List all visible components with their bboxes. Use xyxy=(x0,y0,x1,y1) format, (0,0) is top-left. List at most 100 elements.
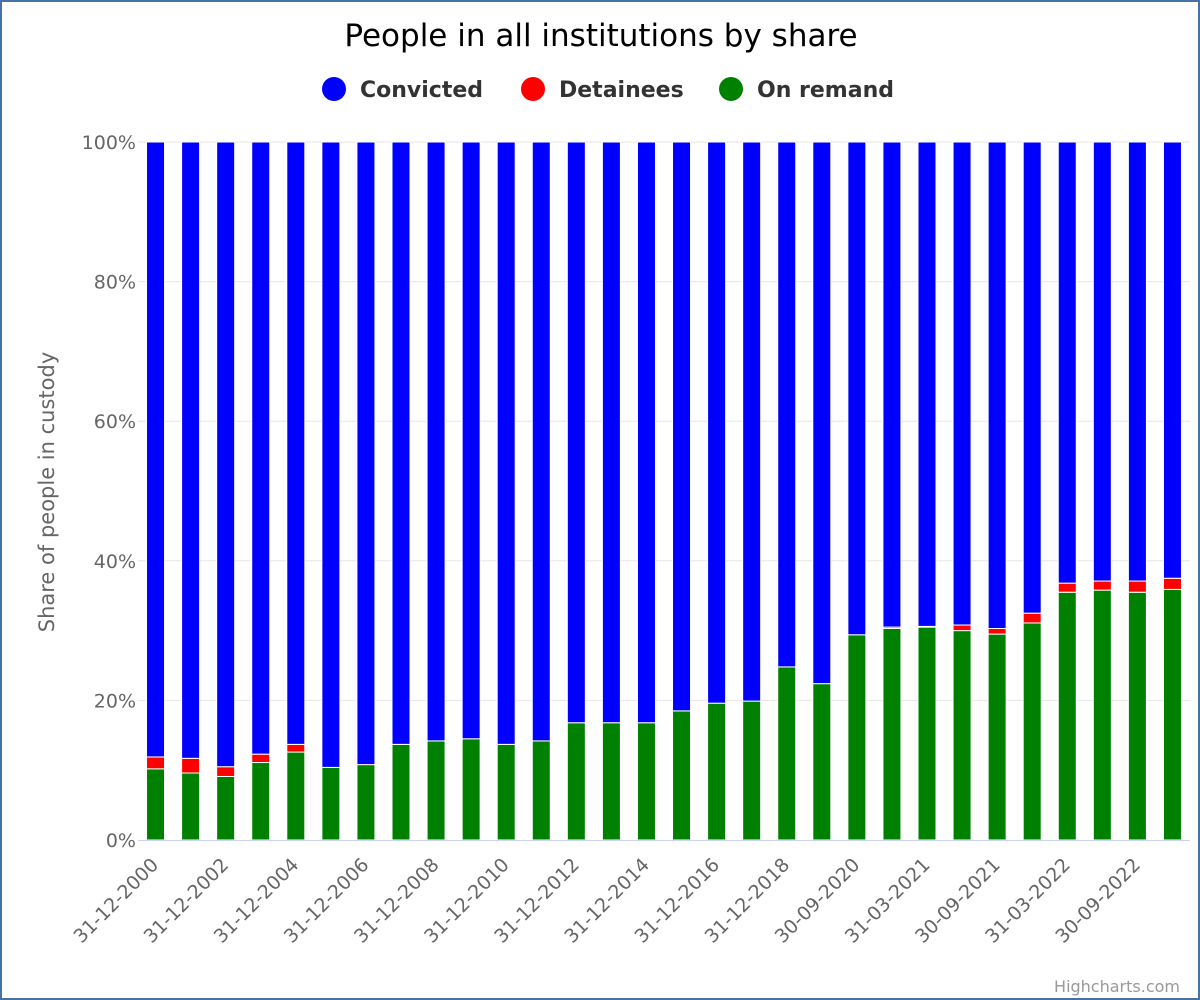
bar-segment-on-remand[interactable] xyxy=(917,626,937,841)
bar-segment-on-remand[interactable] xyxy=(356,764,376,841)
bar-segment-convicted[interactable] xyxy=(917,141,937,627)
bar-stack[interactable] xyxy=(146,141,166,841)
bar-segment-convicted[interactable] xyxy=(707,141,727,704)
bar-segment-detainees[interactable] xyxy=(181,757,201,774)
bar-stack[interactable] xyxy=(216,141,236,841)
bar-segment-convicted[interactable] xyxy=(321,141,341,768)
bar-segment-convicted[interactable] xyxy=(777,141,797,668)
bar-segment-on-remand[interactable] xyxy=(146,768,166,841)
bar-stack[interactable] xyxy=(566,141,586,841)
bar-segment-detainees[interactable] xyxy=(1127,580,1147,593)
bar-segment-detainees[interactable] xyxy=(1162,577,1182,590)
bar-stack[interactable] xyxy=(496,141,516,841)
bar-segment-convicted[interactable] xyxy=(531,141,551,742)
bar-segment-convicted[interactable] xyxy=(251,141,271,755)
bar-segment-on-remand[interactable] xyxy=(286,751,306,841)
bar-segment-on-remand[interactable] xyxy=(777,666,797,841)
bar-segment-on-remand[interactable] xyxy=(1162,588,1182,841)
bar-segment-detainees[interactable] xyxy=(286,743,306,753)
bar-segment-detainees[interactable] xyxy=(987,628,1007,635)
bar-stack[interactable] xyxy=(882,141,902,841)
credits-link[interactable]: Highcharts.com xyxy=(1054,977,1180,996)
bar-segment-convicted[interactable] xyxy=(1057,141,1077,584)
bar-segment-convicted[interactable] xyxy=(286,141,306,745)
bar-segment-on-remand[interactable] xyxy=(707,702,727,841)
bar-segment-convicted[interactable] xyxy=(636,141,656,724)
bar-segment-detainees[interactable] xyxy=(216,766,236,777)
bar-segment-on-remand[interactable] xyxy=(1127,591,1147,841)
bar-segment-convicted[interactable] xyxy=(952,141,972,626)
bar-stack[interactable] xyxy=(601,141,621,841)
bar-segment-on-remand[interactable] xyxy=(636,722,656,841)
bar-segment-on-remand[interactable] xyxy=(321,766,341,841)
bar-stack[interactable] xyxy=(531,141,551,841)
bar-stack[interactable] xyxy=(426,141,446,841)
bar-stack[interactable] xyxy=(636,141,656,841)
bar-segment-convicted[interactable] xyxy=(601,141,621,724)
bar-segment-on-remand[interactable] xyxy=(216,775,236,841)
bar-segment-on-remand[interactable] xyxy=(952,630,972,841)
bar-stack[interactable] xyxy=(321,141,341,841)
legend-item-on-remand[interactable]: On remand xyxy=(719,77,894,103)
bar-segment-convicted[interactable] xyxy=(181,141,201,759)
bar-segment-on-remand[interactable] xyxy=(531,740,551,841)
bar-segment-on-remand[interactable] xyxy=(426,740,446,841)
bar-stack[interactable] xyxy=(742,141,762,841)
bar-segment-on-remand[interactable] xyxy=(672,710,692,841)
bar-segment-detainees[interactable] xyxy=(146,756,166,770)
bar-segment-on-remand[interactable] xyxy=(566,722,586,841)
bar-segment-convicted[interactable] xyxy=(1092,141,1112,582)
bar-stack[interactable] xyxy=(181,141,201,841)
bar-segment-detainees[interactable] xyxy=(1022,612,1042,624)
bar-stack[interactable] xyxy=(812,141,832,841)
bar-stack[interactable] xyxy=(356,141,376,841)
bar-segment-convicted[interactable] xyxy=(426,141,446,742)
bar-segment-on-remand[interactable] xyxy=(1022,622,1042,841)
bar-segment-on-remand[interactable] xyxy=(391,743,411,841)
bar-segment-on-remand[interactable] xyxy=(742,700,762,841)
bar-stack[interactable] xyxy=(777,141,797,841)
bar-stack[interactable] xyxy=(707,141,727,841)
bar-segment-convicted[interactable] xyxy=(847,141,867,636)
bar-segment-detainees[interactable] xyxy=(952,624,972,632)
legend-item-convicted[interactable]: Convicted xyxy=(322,77,483,103)
bar-segment-convicted[interactable] xyxy=(566,141,586,724)
bar-stack[interactable] xyxy=(286,141,306,841)
bar-stack[interactable] xyxy=(1022,141,1042,841)
bar-stack[interactable] xyxy=(952,141,972,841)
bar-segment-convicted[interactable] xyxy=(356,141,376,766)
bar-segment-on-remand[interactable] xyxy=(1057,591,1077,841)
bar-segment-detainees[interactable] xyxy=(1057,582,1077,593)
bar-segment-convicted[interactable] xyxy=(1127,141,1147,582)
bar-segment-convicted[interactable] xyxy=(812,141,832,685)
bar-segment-convicted[interactable] xyxy=(987,141,1007,630)
bar-segment-on-remand[interactable] xyxy=(847,634,867,841)
bar-segment-on-remand[interactable] xyxy=(496,743,516,841)
bar-stack[interactable] xyxy=(251,141,271,841)
bar-segment-convicted[interactable] xyxy=(1022,141,1042,614)
bar-stack[interactable] xyxy=(1057,141,1077,841)
bar-segment-on-remand[interactable] xyxy=(461,738,481,841)
bar-segment-on-remand[interactable] xyxy=(1092,589,1112,841)
bar-segment-on-remand[interactable] xyxy=(987,633,1007,841)
bar-segment-detainees[interactable] xyxy=(251,753,271,764)
bar-stack[interactable] xyxy=(847,141,867,841)
bar-stack[interactable] xyxy=(391,141,411,841)
bar-stack[interactable] xyxy=(987,141,1007,841)
bar-segment-convicted[interactable] xyxy=(672,141,692,712)
bar-stack[interactable] xyxy=(1162,141,1182,841)
bar-segment-on-remand[interactable] xyxy=(812,683,832,841)
bar-segment-on-remand[interactable] xyxy=(181,772,201,841)
bar-stack[interactable] xyxy=(461,141,481,841)
bar-segment-on-remand[interactable] xyxy=(882,628,902,841)
bar-segment-convicted[interactable] xyxy=(461,141,481,740)
bar-stack[interactable] xyxy=(917,141,937,841)
bar-segment-convicted[interactable] xyxy=(496,141,516,745)
bar-segment-on-remand[interactable] xyxy=(251,762,271,841)
bar-stack[interactable] xyxy=(672,141,692,841)
bar-segment-convicted[interactable] xyxy=(1162,141,1182,579)
legend[interactable]: Convicted Detainees On remand xyxy=(322,77,894,103)
bar-segment-convicted[interactable] xyxy=(146,141,166,758)
bar-segment-detainees[interactable] xyxy=(1092,580,1112,591)
bar-segment-convicted[interactable] xyxy=(742,141,762,702)
